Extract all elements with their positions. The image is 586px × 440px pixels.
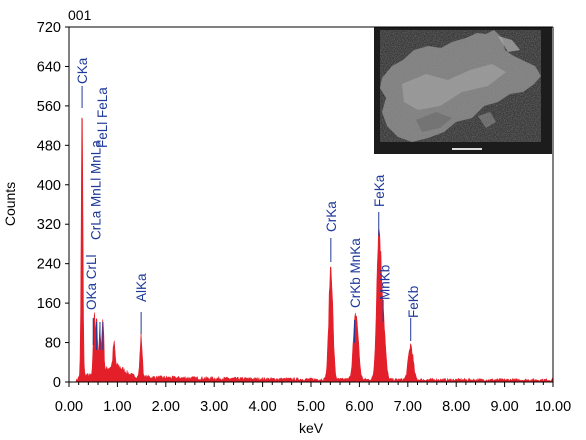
- sem-inset-image: [374, 27, 552, 154]
- y-tick-label: 320: [37, 217, 61, 233]
- x-tick-label: 9.00: [490, 399, 518, 415]
- peak-label: CKa: [75, 57, 90, 84]
- y-axis-label: Counts: [2, 182, 18, 226]
- peak-label: CrLa MnLl MnLa: [89, 140, 104, 240]
- peak-label: OKa CrLl: [84, 254, 99, 310]
- y-tick-label: 80: [45, 336, 61, 352]
- y-tick-label: 400: [37, 178, 61, 194]
- x-axis-label: keV: [299, 420, 324, 436]
- x-tick-label: 0.00: [55, 399, 83, 415]
- y-tick-label: 720: [37, 20, 61, 36]
- peak-label: MnKb: [378, 265, 393, 300]
- y-tick-label: 240: [37, 257, 61, 273]
- peak-label: AlKa: [134, 273, 149, 302]
- peak-markers: [81, 86, 412, 350]
- peak-label: CrKa: [324, 201, 339, 232]
- spectrum-title: 001: [68, 7, 92, 23]
- y-tick-label: 640: [37, 59, 61, 75]
- y-tick-label: 160: [37, 296, 61, 312]
- x-tick-label: 5.00: [297, 399, 325, 415]
- x-tick-label: 3.00: [200, 399, 228, 415]
- scale-bar: [452, 148, 482, 150]
- peak-label: FeKa: [372, 174, 387, 207]
- x-tick-label: 2.00: [152, 399, 180, 415]
- y-tick-label: 480: [37, 138, 61, 154]
- x-tick-label: 1.00: [103, 399, 131, 415]
- peak-label: FeLl FeLa: [95, 87, 110, 148]
- x-tick-label: 6.00: [345, 399, 373, 415]
- spectrum-series: [69, 117, 554, 383]
- peak-label: FeKb: [406, 286, 421, 318]
- x-axis-ticks: 0.00 1.00 2.00 3.00 4.00 5.00 6.00 7.00 8.00 9.00…: [55, 382, 571, 415]
- x-tick-label: 7.00: [394, 399, 422, 415]
- spectrum-area: [69, 117, 554, 383]
- peak-label: CrKb MnKa: [348, 238, 363, 308]
- y-axis-ticks: 0 80 160 240 320 400 480 560 640 720: [37, 20, 69, 391]
- x-tick-label: 8.00: [442, 399, 470, 415]
- x-tick-label: 4.00: [248, 399, 276, 415]
- x-tick-label: 10.00: [535, 399, 571, 415]
- y-tick-label: 0: [53, 375, 61, 391]
- y-tick-label: 560: [37, 99, 61, 115]
